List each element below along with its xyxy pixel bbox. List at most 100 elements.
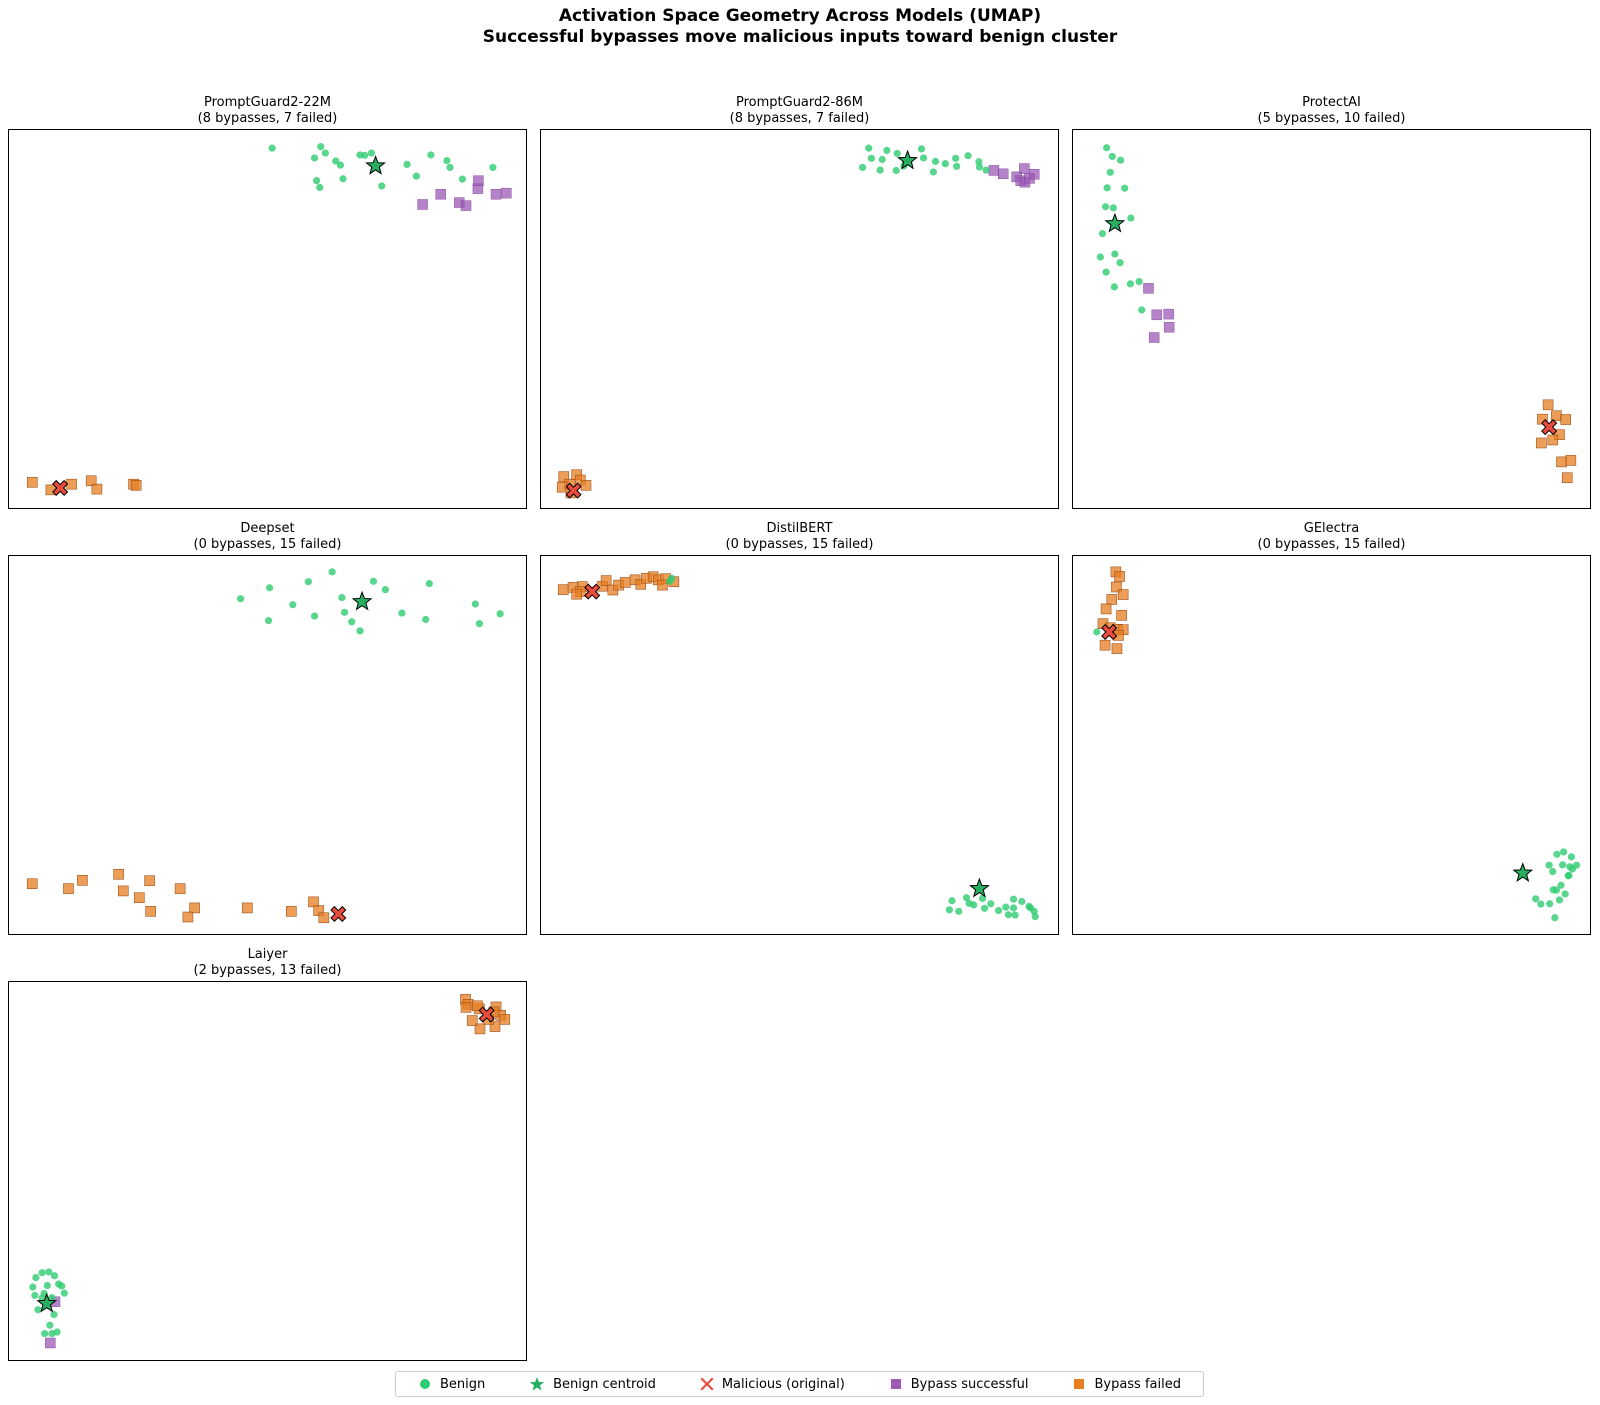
benign-point: [975, 158, 983, 166]
benign-point: [893, 149, 901, 158]
legend-label-centroid: Benign centroid: [553, 1376, 656, 1392]
benign-point: [356, 627, 364, 635]
malicious-original-point: [1101, 623, 1118, 641]
benign-point: [1098, 229, 1107, 238]
bypass-success-point: [490, 189, 502, 200]
bypass-failed-point: [474, 1023, 486, 1035]
bypass-failed-point: [285, 906, 297, 917]
benign-point: [427, 151, 435, 159]
star-icon: [529, 1377, 545, 1391]
benign-point: [1110, 283, 1118, 291]
bypass-failed-point: [635, 579, 647, 590]
panel-title: PromptGuard2-86M (8 bypasses, 7 failed): [540, 95, 1059, 129]
benign-centroid-point: [351, 590, 373, 611]
benign-point: [980, 904, 989, 912]
benign-point: [304, 578, 312, 586]
benign-point: [332, 157, 340, 165]
legend-item-failed: Bypass failed: [1072, 1377, 1181, 1392]
figure-title-line-1: Activation Space Geometry Across Models …: [558, 6, 1042, 26]
benign-point: [45, 1268, 53, 1276]
legend-label-benign: Benign: [439, 1376, 486, 1392]
benign-point: [1011, 911, 1019, 919]
benign-point: [917, 145, 926, 153]
bypass-success-point: [1151, 309, 1162, 321]
bypass-failed-point: [1542, 399, 1554, 411]
benign-point: [34, 1306, 42, 1314]
benign-point: [41, 1329, 49, 1338]
benign-point: [1108, 152, 1116, 161]
legend-label-success: Bypass successful: [910, 1376, 1029, 1392]
benign-point: [289, 601, 297, 609]
square-purple-icon: [890, 1379, 901, 1389]
panel-title-name: PromptGuard2-22M: [203, 95, 331, 110]
bypass-failed-point: [133, 892, 145, 904]
benign-point: [237, 595, 245, 603]
benign-point: [1555, 896, 1564, 904]
benign-point: [378, 182, 386, 190]
benign-point: [369, 577, 378, 585]
bypass-success-point: [417, 199, 428, 210]
bypass-success-point: [435, 189, 446, 200]
bypass-success-point: [988, 165, 1000, 176]
bypass-failed-point: [144, 875, 155, 887]
bypass-success-point: [1029, 169, 1040, 180]
benign-point: [367, 149, 376, 157]
bypass-failed-point: [472, 1000, 483, 1012]
panel-title-name: PromptGuard2-86M: [735, 95, 863, 110]
bypass-failed-point: [1111, 643, 1123, 654]
benign-point: [31, 1291, 39, 1299]
benign-point: [443, 157, 451, 165]
benign-point: [265, 584, 274, 592]
bypass-failed-point: [1561, 472, 1573, 484]
benign-point: [32, 1273, 40, 1282]
benign-centroid-point: [969, 877, 990, 898]
benign-point: [931, 157, 940, 165]
benign-point: [38, 1294, 46, 1302]
bypass-failed-point: [242, 902, 253, 914]
benign-centroid-point: [897, 149, 918, 170]
benign-point: [50, 1311, 58, 1319]
bypass-failed-point: [489, 1021, 501, 1032]
benign-point: [50, 1272, 59, 1280]
scatter-plot: [540, 129, 1059, 509]
benign-point: [867, 154, 875, 162]
benign-point: [1561, 890, 1569, 898]
benign-point: [425, 579, 433, 588]
benign-point: [403, 160, 411, 168]
bypass-failed-point: [174, 883, 186, 894]
benign-point: [356, 151, 364, 159]
scatter-plot: [1072, 129, 1591, 509]
benign-point: [953, 162, 961, 170]
benign-point: [1101, 203, 1110, 211]
malicious-original-point: [584, 583, 601, 600]
panel-gelectra: GElectra (0 bypasses, 15 failed): [1072, 521, 1591, 935]
legend-item-centroid: Benign centroid: [529, 1376, 656, 1392]
bypass-failed-point: [1106, 594, 1118, 605]
benign-point: [489, 163, 497, 172]
benign-point: [1127, 214, 1135, 222]
bypass-success-point: [1143, 283, 1154, 294]
benign-point: [892, 166, 900, 175]
benign-point: [962, 894, 971, 902]
panel-title-name: Deepset: [240, 521, 295, 536]
benign-point: [941, 160, 949, 168]
bypass-success-point: [1019, 163, 1030, 174]
benign-point: [58, 1282, 66, 1290]
bypass-failed-point: [130, 480, 142, 491]
legend: Benign Benign centroid Malicious (origin…: [395, 1371, 1204, 1397]
bypass-success-point: [45, 1337, 56, 1349]
bypass-failed-point: [580, 480, 592, 491]
plot-frame: [8, 981, 527, 1361]
x-cross-icon: [700, 1377, 714, 1391]
panel-title-name: ProtectAI: [1302, 95, 1361, 110]
benign-point: [398, 609, 406, 617]
benign-point: [1103, 184, 1111, 192]
benign-point: [883, 146, 891, 155]
benign-point: [978, 894, 987, 903]
legend-item-benign: Benign: [418, 1377, 485, 1392]
benign-point: [1121, 184, 1129, 192]
benign-point: [1135, 277, 1143, 286]
scatter-plot: [1072, 555, 1591, 935]
benign-point: [446, 163, 454, 172]
bypass-success-point: [997, 168, 1009, 180]
